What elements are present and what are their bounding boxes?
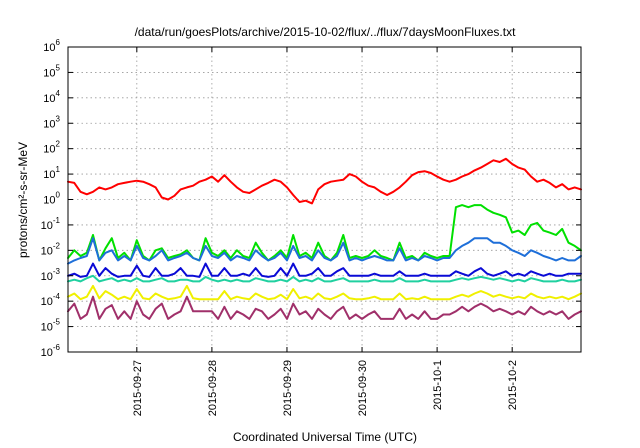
- x-axis: 2015-09-27 2015-09-28 2015-09-29 2015-09-30…: [132, 47, 519, 416]
- x-tick-label: 2015-10-1: [432, 360, 444, 410]
- series-line-5: [67, 274, 582, 283]
- y-axis-label: protons/cm²-s-sr-MeV: [16, 142, 30, 258]
- y-tick-label: 106: [43, 38, 60, 54]
- y-tick-label: 100: [43, 191, 60, 207]
- series-line-6: [67, 284, 582, 301]
- y-tick-label: 10-2: [41, 241, 61, 257]
- series-group: [67, 157, 582, 320]
- chart-title: /data/run/goesPlots/archive/2015-10-02/f…: [135, 25, 517, 39]
- series-line-2: [67, 204, 582, 262]
- y-tick-label: 10-1: [41, 216, 61, 232]
- x-tick-label: 2015-09-30: [357, 360, 369, 416]
- series-line-1: [67, 157, 582, 205]
- series-line-7: [67, 295, 582, 320]
- y-axis: 10-6 10-5 10-4 10-3 10-2 10-1 100 101 102 103 104 1…: [41, 38, 581, 359]
- series-line-3: [67, 237, 582, 265]
- y-tick-label: 101: [43, 165, 60, 181]
- y-tick-label: 10-3: [41, 267, 61, 283]
- y-tick-label: 104: [43, 89, 60, 105]
- x-tick-label: 2015-09-27: [132, 360, 144, 416]
- grid: [68, 47, 581, 352]
- y-tick-label: 103: [43, 114, 60, 130]
- y-tick-label: 10-4: [41, 292, 61, 308]
- y-tick-label: 10-5: [41, 318, 61, 334]
- x-tick-label: 2015-09-29: [282, 360, 294, 416]
- y-tick-label: 10-6: [41, 343, 61, 359]
- x-tick-label: 2015-09-28: [207, 360, 219, 416]
- x-tick-label: 2015-10-2: [507, 360, 519, 410]
- x-axis-label: Coordinated Universal Time (UTC): [233, 430, 417, 444]
- y-tick-label: 105: [43, 63, 60, 79]
- series-line-4: [67, 262, 582, 278]
- y-tick-label: 102: [43, 140, 60, 156]
